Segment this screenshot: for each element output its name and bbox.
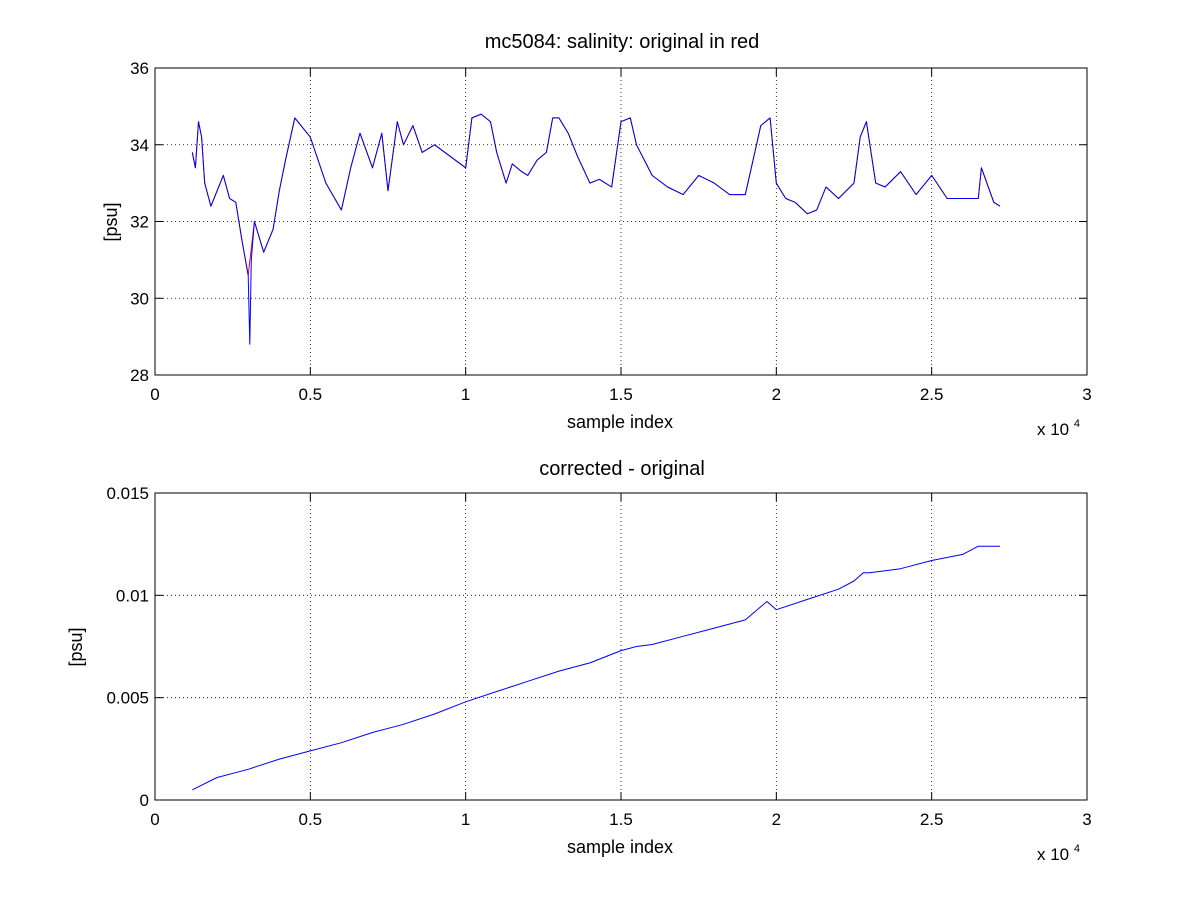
difference-x-tick-label: 1 [461,810,470,829]
salinity-x-tick-label: 0 [150,385,159,404]
salinity-y-tick-label: 28 [130,366,149,385]
salinity-series-group [191,113,1001,345]
difference-grid [155,493,1087,800]
salinity-x-ticks: 0 0.5 1 1.5 2 2.5 3 [150,68,1092,404]
difference-y-axis-label: [psu] [66,627,86,666]
difference-x-axis-label: sample index [567,837,673,857]
difference-x-tick-label: 0.5 [299,810,323,829]
difference-y-tick-label: 0.005 [106,689,149,708]
salinity-y-tick-label: 32 [130,213,149,232]
salinity-y-axis-label: [psu] [101,202,121,241]
difference-y-ticks: 0 0.005 0.01 0.015 [106,484,1087,810]
difference-x-multiplier-exponent: 4 [1074,843,1080,855]
difference-series-line-0 [192,545,1000,791]
salinity-y-ticks: 28 30 32 34 36 [130,59,1087,385]
difference-y-tick-label: 0.015 [106,484,149,503]
difference-x-tick-label: 1.5 [609,810,633,829]
salinity-x-multiplier-base: x 10 [1037,420,1069,439]
difference-x-tick-label: 2.5 [920,810,944,829]
salinity-x-tick-label: 2.5 [920,385,944,404]
salinity-panel: mc5084: salinity: original in red 0 0.5 1 1… [101,31,1092,439]
salinity-y-tick-label: 36 [130,59,149,78]
salinity-series-line-1 [191,113,1001,345]
difference-x-tick-label: 2 [772,810,781,829]
salinity-chart-title: mc5084: salinity: original in red [485,31,760,53]
salinity-y-tick-label: 30 [130,289,149,308]
salinity-x-multiplier-exponent: 4 [1074,418,1080,430]
difference-axes-box [154,492,1088,801]
salinity-x-tick-label: 1.5 [609,385,633,404]
salinity-y-tick-label: 34 [130,136,149,155]
difference-series-group [192,545,1000,791]
difference-y-tick-label: 0.01 [116,586,149,605]
salinity-x-tick-label: 0.5 [299,385,323,404]
difference-x-ticks: 0 0.5 1 1.5 2 2.5 3 [150,493,1092,829]
difference-x-multiplier-base: x 10 [1037,845,1069,864]
difference-chart-title: corrected - original [539,458,705,480]
difference-y-tick-label: 0 [140,791,149,810]
salinity-x-tick-label: 2 [772,385,781,404]
salinity-x-axis-label: sample index [567,412,673,432]
difference-x-multiplier: x 10 4 [1037,843,1080,864]
salinity-x-tick-label: 1 [461,385,470,404]
difference-x-tick-label: 3 [1082,810,1091,829]
salinity-x-tick-label: 3 [1082,385,1091,404]
salinity-x-multiplier: x 10 4 [1037,418,1080,439]
salinity-grid [155,68,1087,375]
difference-x-tick-label: 0 [150,810,159,829]
difference-panel: corrected - original 0 0.5 1 1.5 2 2.5 3 0 0.00… [66,458,1092,864]
